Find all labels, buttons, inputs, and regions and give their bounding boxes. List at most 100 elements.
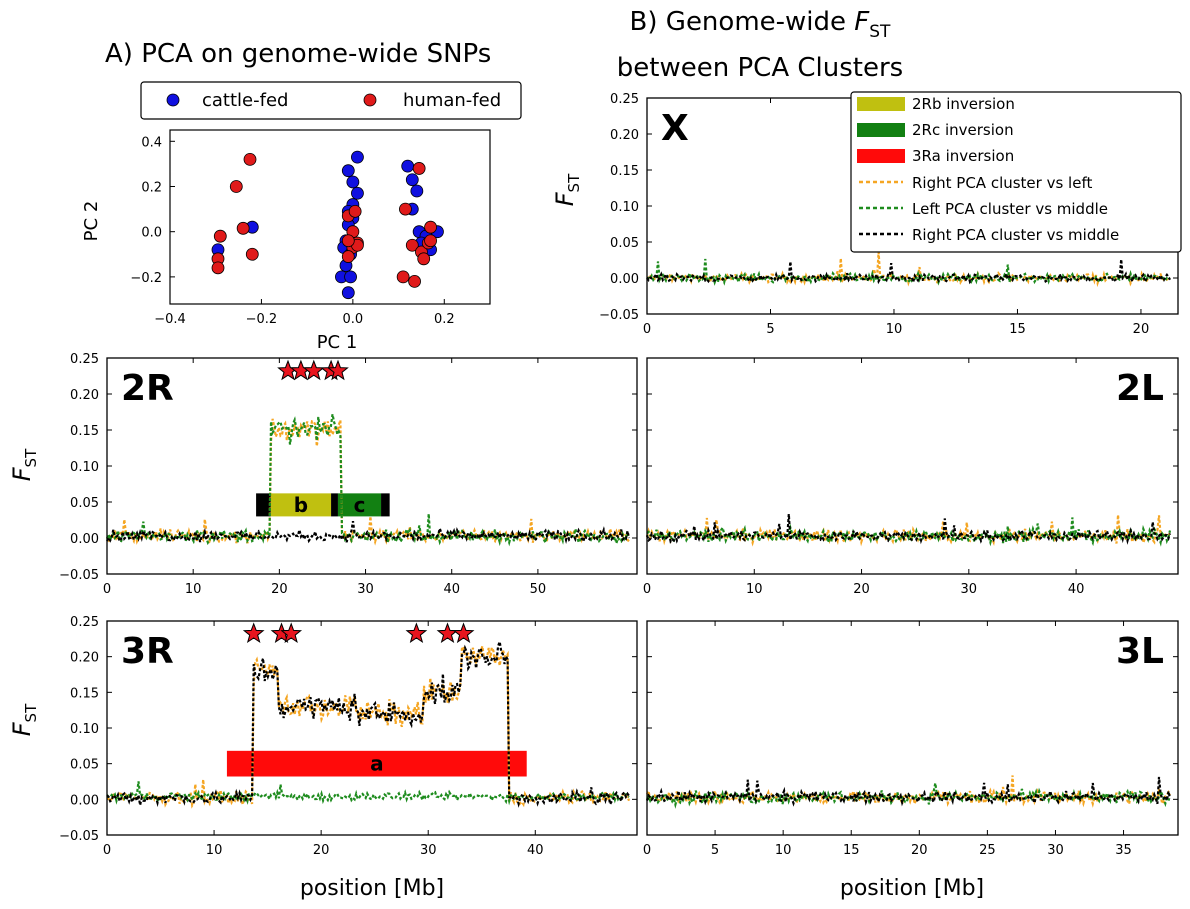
xtick-label: 30: [420, 843, 437, 858]
legend-label-right-vs-middle: Right PCA cluster vs middle: [912, 226, 1119, 244]
panel-frame: [106, 357, 638, 575]
pca-point-human-fed: [229, 180, 243, 193]
ytick-label: 0.10: [610, 200, 639, 215]
xtick-label: 5: [766, 322, 774, 337]
selective-sweep-star: [280, 622, 303, 644]
inversion-breakpoint: [381, 493, 390, 517]
pca-plot: −0.4 −0.2 0.0 0.2 −0.2 0.0 0.2 0.4: [130, 129, 491, 327]
xtick-label: 25: [979, 843, 996, 858]
xtick-label: 20: [911, 843, 928, 858]
pca-point-cattle-fed: [344, 270, 357, 284]
inversion-label-c: c: [354, 493, 366, 517]
inversion-label-a: a: [370, 752, 384, 776]
xtick-label: 10: [775, 843, 792, 858]
selective-sweep-star: [242, 622, 265, 644]
inversion-bar-a: [226, 750, 527, 777]
selective-sweep-star: [405, 622, 428, 644]
pca-point-cattle-fed: [351, 150, 364, 164]
ytick-label: 0.20: [70, 388, 99, 403]
series-line-left-pca-cluster-vs-middle: [105, 414, 630, 548]
ytick-label: 0.05: [70, 496, 99, 511]
title-b-line2: between PCA Clusters: [617, 53, 903, 83]
xtick-label: 35: [1115, 843, 1132, 858]
panel-2l: 0 10 20 30 40 2L: [643, 357, 1179, 597]
title-a: A) PCA on genome-wide SNPs: [105, 39, 491, 69]
ytick-label: 0.05: [610, 236, 639, 251]
ytick-label: 0.25: [610, 92, 639, 107]
fst-legend-box: [850, 91, 1182, 253]
legend-label-2rc: 2Rc inversion: [912, 121, 1014, 139]
series-line-right-pca-cluster-vs-left: [646, 775, 1171, 809]
ytick-label: 0.00: [610, 272, 639, 287]
inversion-label-b: b: [294, 493, 308, 517]
panel-label-3r: 3R: [121, 631, 174, 672]
xtick-label: 15: [843, 843, 860, 858]
panel-label-2r: 2R: [121, 368, 174, 409]
ytick-label: 0.00: [70, 793, 99, 808]
xtick-label: 0: [643, 582, 651, 597]
ytick-label: 0.10: [70, 722, 99, 737]
fst-legend: 2Rb inversion 2Rc inversion 3Ra inversio…: [850, 91, 1182, 253]
panel-3r: 0 10 20 30 40 −0.05 0.00 0.05 0.10 0.15 0.20 0.25 a 3…: [59, 615, 638, 858]
inversion-breakpoint: [256, 493, 271, 517]
pca-point-cattle-fed: [351, 186, 364, 200]
legend-label-3ra: 3Ra inversion: [912, 147, 1014, 165]
panel-frame: [646, 357, 1179, 575]
pca-point-human-fed: [211, 261, 225, 275]
pca-xtick-label: −0.2: [246, 312, 278, 327]
ytick-label: −0.05: [599, 308, 639, 323]
series-line-right-pca-cluster-vs-middle: [646, 259, 1171, 287]
pca-ylabel: PC 2: [81, 201, 102, 242]
pca-legend-cattle-label: cattle-fed: [202, 90, 288, 111]
pca-ytick-label: 0.4: [141, 135, 162, 150]
ytick-label: 0.15: [70, 686, 99, 701]
series-line-right-pca-cluster-vs-middle: [645, 776, 1172, 807]
xtick-label: 40: [527, 843, 544, 858]
xtick-label: 40: [1068, 582, 1085, 597]
series-line-left-pca-cluster-vs-middle: [646, 517, 1172, 547]
inversion-bar-b: [270, 493, 332, 517]
pca-legend-cattle-marker: [166, 93, 180, 107]
series-line-right-pca-cluster-vs-left: [106, 643, 631, 809]
pca-legend-box: [140, 81, 522, 120]
series-line-right-pca-cluster-vs-middle: [106, 521, 631, 545]
xtick-label: 30: [961, 582, 978, 597]
xtick-label: 0: [643, 843, 651, 858]
xtick-label: 10: [206, 843, 223, 858]
xtick-label: 10: [886, 322, 903, 337]
panel-background: [107, 358, 637, 574]
pca-point-cattle-fed: [346, 175, 360, 189]
panel-label-2l: 2L: [1116, 368, 1164, 409]
pca-point-cattle-fed: [341, 286, 355, 300]
ytick-label: 0.05: [70, 758, 99, 773]
legend-label-left-vs-middle: Left PCA cluster vs middle: [912, 200, 1108, 218]
panel-background: [647, 621, 1178, 835]
legend-swatch-3ra: [857, 149, 905, 163]
panel-frame: [106, 620, 638, 836]
ytick-label: 0.25: [70, 615, 99, 630]
fst-ylabel-3r: FST: [8, 703, 40, 736]
pca-point-cattle-fed: [405, 173, 419, 187]
pca-point-cattle-fed: [401, 159, 415, 173]
ytick-label: −0.05: [59, 829, 99, 844]
panel-frame: [646, 620, 1179, 836]
pca-point-human-fed: [341, 234, 355, 248]
panel-label-3l: 3L: [1116, 631, 1164, 672]
pca-ytick-label: −0.2: [130, 271, 162, 286]
xtick-label: 10: [185, 582, 202, 597]
pca-xtick-label: 0.0: [343, 312, 364, 327]
pca-ytick-label: 0.2: [141, 180, 162, 195]
ytick-label: 0.00: [70, 532, 99, 547]
xtick-label: 30: [357, 582, 374, 597]
pca-legend: cattle-fed human-fed: [140, 81, 522, 120]
xlabel-3l: position [Mb]: [840, 876, 984, 901]
pca-point-human-fed: [399, 202, 412, 216]
pca-point-human-fed: [213, 229, 227, 243]
pca-frame: [169, 129, 491, 305]
xtick-label: 20: [1133, 322, 1150, 337]
ytick-label: 0.15: [70, 424, 99, 439]
series-line-right-pca-cluster-vs-middle: [645, 514, 1172, 545]
xtick-label: 0: [103, 843, 111, 858]
xtick-label: 50: [530, 582, 547, 597]
selective-sweep-star: [327, 359, 349, 381]
